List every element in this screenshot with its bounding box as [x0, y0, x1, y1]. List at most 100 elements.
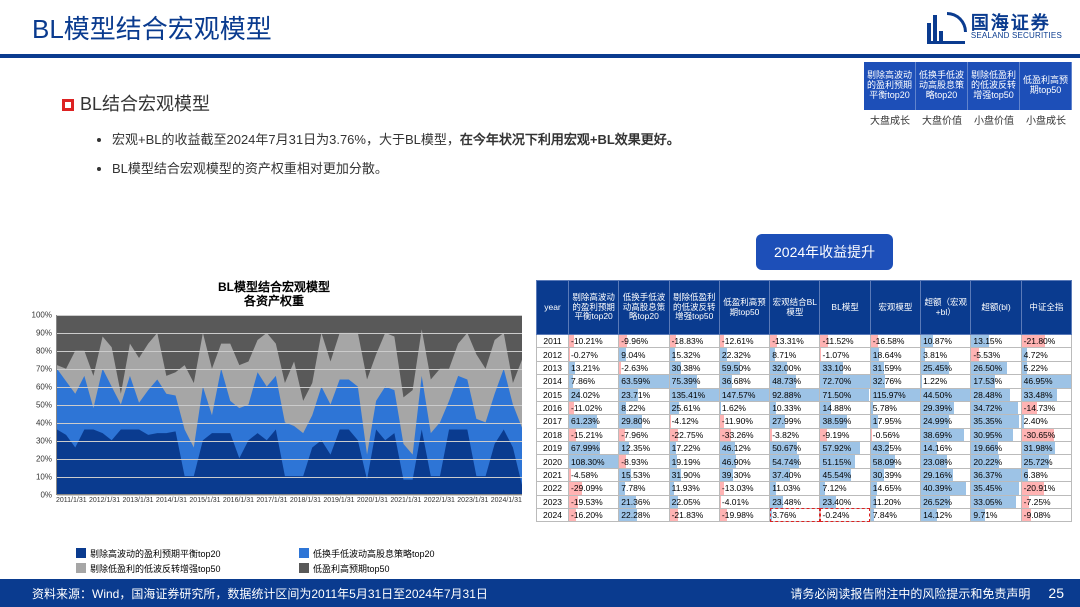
table-cell: 5.22% [1021, 361, 1071, 374]
table-header: year [537, 281, 569, 335]
table-header: 中证全指 [1021, 281, 1071, 335]
table-cell: 5.78% [870, 401, 920, 414]
table-cell: -21.83% [669, 508, 719, 521]
title-bar: BL模型结合宏观模型 国海证券 SEALAND SECURITIES [0, 0, 1080, 58]
table-cell: -8.93% [619, 455, 669, 468]
badge: 2024年收益提升 [756, 234, 893, 270]
table-cell: 108.30% [569, 455, 619, 468]
table-cell: 19.19% [669, 455, 719, 468]
table-cell: 23.71% [619, 388, 669, 401]
table-cell: 38.69% [921, 428, 971, 441]
x-tick: 2014/1/31 [156, 497, 187, 504]
table-cell: 51.15% [820, 455, 870, 468]
table-header: 低换手低波动高股息策略top20 [619, 281, 669, 335]
logo-en: SEALAND SECURITIES [971, 32, 1062, 40]
table-cell: 2012 [537, 348, 569, 361]
legend-cell: 低换手低波动高股息策略top20 [916, 62, 968, 110]
table-cell: -0.56% [870, 428, 920, 441]
table-cell: 33.05% [971, 495, 1021, 508]
table-cell: -16.20% [569, 508, 619, 521]
table-cell: 17.22% [669, 442, 719, 455]
table-cell: 10.33% [770, 401, 820, 414]
table-cell: -7.25% [1021, 495, 1071, 508]
table-cell: 27.99% [770, 415, 820, 428]
table-cell: 2015 [537, 388, 569, 401]
logo-cn: 国海证券 [971, 14, 1062, 32]
table-cell: 57.92% [820, 442, 870, 455]
bullet-icon [62, 99, 74, 111]
table-cell: -33.26% [719, 428, 769, 441]
chart-legend-item: 剔除高波动的盈利预期平衡top20 [76, 547, 299, 560]
table-cell: 35.35% [971, 415, 1021, 428]
x-tick: 2019/1/31 [323, 497, 354, 504]
table-cell: -0.27% [569, 348, 619, 361]
y-tick: 100% [32, 310, 52, 319]
table-cell: 61.23% [569, 415, 619, 428]
table-cell: 46.95% [1021, 375, 1071, 388]
table-cell: 33.10% [820, 361, 870, 374]
table-cell: 2024 [537, 508, 569, 521]
y-tick: 50% [36, 400, 52, 409]
legend-label: 小盘成长 [1020, 112, 1072, 127]
chart-legend-item: 剔除低盈利的低波反转增强top50 [76, 562, 299, 575]
table-cell: 2023 [537, 495, 569, 508]
table-cell: 135.41% [669, 388, 719, 401]
table-cell: 54.74% [770, 455, 820, 468]
table-cell: 32.00% [770, 361, 820, 374]
subtitle: BL结合宏观模型 [62, 90, 210, 116]
x-tick: 2022/1/31 [424, 497, 455, 504]
table-cell: -13.31% [770, 335, 820, 348]
table-cell: 14.12% [921, 508, 971, 521]
table-cell: -7.96% [619, 428, 669, 441]
table-cell: 15.53% [619, 468, 669, 481]
table-cell: 14.16% [921, 442, 971, 455]
table-cell: 2011 [537, 335, 569, 348]
table-header: 低盈利高预期top50 [719, 281, 769, 335]
table-row: 2023-19.53%21.36%22.05%-4.01%23.48%23.40… [537, 495, 1072, 508]
table-area: year剔除高波动的盈利预期平衡top20低换手低波动高股息策略top20剔除低… [536, 280, 1072, 522]
table-cell: 11.20% [870, 495, 920, 508]
legend-cell: 剔除低盈利的低波反转增强top50 [968, 62, 1020, 110]
table-cell: 8.71% [770, 348, 820, 361]
table-cell: 2016 [537, 401, 569, 414]
table-cell: 8.22% [619, 401, 669, 414]
x-tick: 2011/1/31 [56, 497, 87, 504]
table-row: 2018-15.21%-7.96%-22.75%-33.26%-3.82%-9.… [537, 428, 1072, 441]
table-cell: 2018 [537, 428, 569, 441]
table-cell: 23.40% [820, 495, 870, 508]
table-cell: 43.25% [870, 442, 920, 455]
table-cell: -9.19% [820, 428, 870, 441]
chart-area: BL模型结合宏观模型各资产权重 100%90%80%70%60%50%40%30… [26, 280, 522, 527]
table-header: 超额(bl) [971, 281, 1021, 335]
x-tick: 2021/1/31 [390, 497, 421, 504]
table-row: 2012-0.27%9.04%15.32%22.32%8.71%-1.07%18… [537, 348, 1072, 361]
table-cell: 30.95% [971, 428, 1021, 441]
table-cell: 24.99% [921, 415, 971, 428]
table-cell: 37.40% [770, 468, 820, 481]
x-tick: 2012/1/31 [89, 497, 120, 504]
table-cell: 25.72% [1021, 455, 1071, 468]
chart-title: BL模型结合宏观模型各资产权重 [26, 280, 522, 309]
table-cell: 22.32% [719, 348, 769, 361]
table-cell: 30.39% [870, 468, 920, 481]
table-cell: 115.97% [870, 388, 920, 401]
page-number: 25 [1048, 585, 1064, 601]
table-cell: -0.24% [820, 508, 870, 521]
table-cell: 7.84% [870, 508, 920, 521]
x-tick: 2016/1/31 [223, 497, 254, 504]
table-cell: 1.22% [921, 375, 971, 388]
y-tick: 90% [36, 328, 52, 337]
table-cell: -1.07% [820, 348, 870, 361]
table-cell: 9.04% [619, 348, 669, 361]
table-cell: -11.90% [719, 415, 769, 428]
table-header: BL模型 [820, 281, 870, 335]
table-cell: 30.38% [669, 361, 719, 374]
table-cell: 31.59% [870, 361, 920, 374]
table-cell: 3.81% [921, 348, 971, 361]
table-cell: -2.63% [619, 361, 669, 374]
logo: 国海证券 SEALAND SECURITIES [927, 10, 1062, 44]
table-cell: -12.61% [719, 335, 769, 348]
table-cell: 38.59% [820, 415, 870, 428]
table-cell: -10.21% [569, 335, 619, 348]
table-cell: 23.48% [770, 495, 820, 508]
